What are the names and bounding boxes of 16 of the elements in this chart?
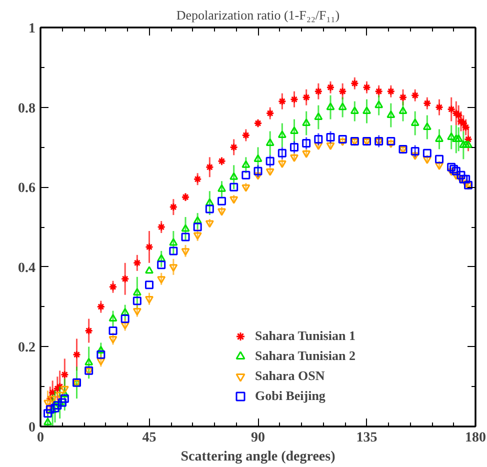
legend-label: Sahara Tunisian 1 (255, 328, 356, 344)
chart-title: Depolarization ratio (1-F₂₂/F₁₁) (176, 8, 340, 22)
x-tick-label: 135 (356, 430, 378, 446)
y-tick-label: 0 (28, 420, 36, 436)
y-tick-label: 1 (28, 22, 36, 36)
x-tick-label: 45 (142, 430, 156, 446)
legend-label: Sahara OSN (255, 368, 325, 384)
legend-label: Sahara Tunisian 2 (255, 348, 356, 364)
legend-label: Gobi Beijing (255, 388, 326, 404)
x-axis-title: Scattering angle (degrees) (180, 450, 336, 464)
y-tick-label: 0.8 (18, 101, 36, 116)
x-tick-label: 90 (251, 430, 265, 446)
y-tick-label: 0.2 (18, 340, 36, 356)
y-tick-label: 0.6 (18, 181, 36, 196)
x-tick-label: 180 (465, 430, 486, 446)
y-tick-label: 0.4 (18, 260, 36, 276)
